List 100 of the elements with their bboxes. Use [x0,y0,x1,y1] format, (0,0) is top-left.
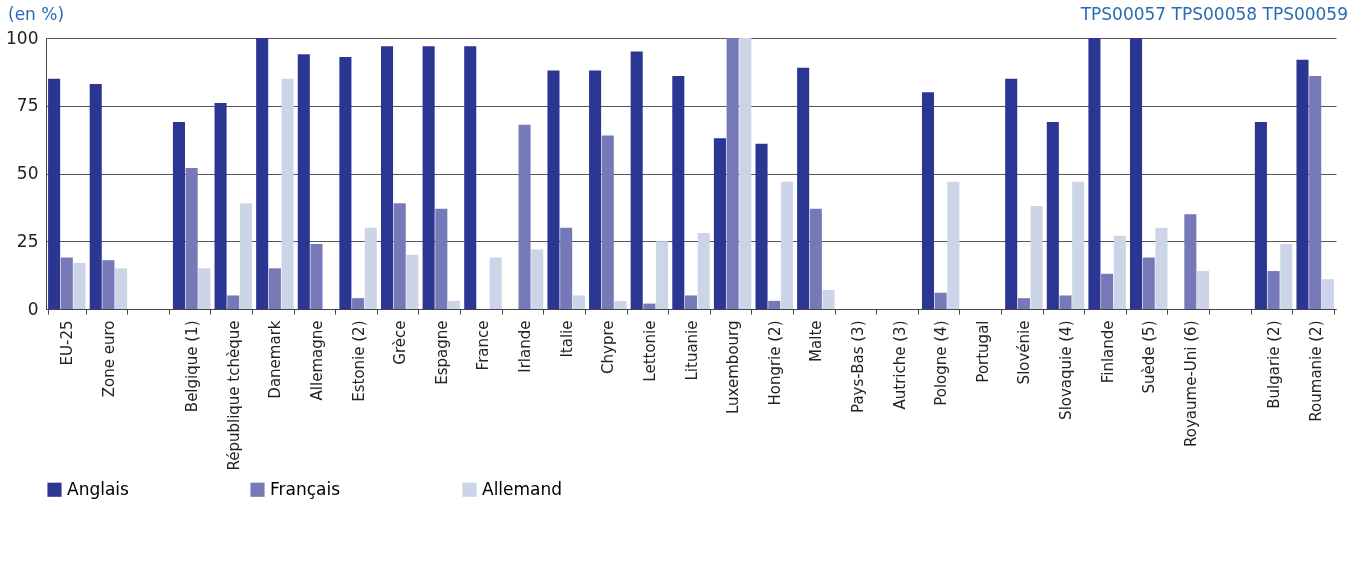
bar [1113,235,1126,309]
bar [380,46,394,309]
bar [73,262,86,309]
legend-label: Allemand [482,478,563,499]
y-tick-label: 25 [16,230,39,251]
bar [797,67,810,309]
x-tick-label: Malte [807,320,826,362]
x-tick-label: Finlande [1098,320,1117,384]
x-tick-label: Slovaquie (4) [1057,320,1076,420]
bar [1309,75,1322,309]
bar [1254,122,1267,309]
bar [1296,59,1309,309]
bar [364,227,377,309]
bar [489,257,502,309]
x-tick-label: Grèce [391,320,410,365]
bar [227,295,240,309]
bar [1155,227,1168,309]
bar [755,143,768,309]
x-tick-label: Allemagne [307,320,326,401]
bar [268,268,281,309]
bar [547,70,560,309]
x-tick-label: Belgique (1) [183,320,202,413]
text: TPS00057 TPS00058 TPS00059 [1080,4,1348,24]
y-axis-title: (en %) [8,4,65,24]
y-tick-label: 75 [16,95,39,116]
bar [614,300,627,309]
x-tick-label: Slovénie [1015,320,1034,385]
x-tick-label: Bulgarie (2) [1265,320,1284,409]
bar [630,51,643,309]
bar [656,241,669,309]
bar [89,84,102,309]
x-tick-label: Pays-Bas (3) [848,320,867,413]
bar [422,46,435,309]
bar [352,298,365,309]
bar [1046,122,1059,309]
bar [185,168,198,309]
bar [256,38,269,309]
x-tick-label: Hongrie (2) [765,320,784,406]
bar [1072,181,1085,309]
x-tick-label: Suède (5) [1140,320,1159,394]
bar [947,181,960,309]
bar [739,38,752,309]
x-tick-label: République tchèque [224,320,243,471]
bar [572,295,585,309]
bar [102,260,115,309]
legend-label: Français [270,478,341,499]
x-tick-label: Irlande [516,320,535,373]
x-tick-label: EU-25 [58,320,77,366]
bar [822,290,835,309]
x-tick-label: Autriche (3) [890,320,909,410]
bar [393,203,406,309]
bar [809,208,822,309]
x-tick-label: Portugal [973,320,992,383]
bar [1017,298,1030,309]
bar [447,300,461,309]
bar [239,203,252,309]
bar [1005,78,1018,309]
bar [589,70,602,309]
bar [1130,38,1143,309]
x-tick-label: Roumanie (2) [1306,320,1325,422]
bar [297,54,310,309]
x-tick-label: Lettonie [640,320,659,382]
x-tick-label: Espagne [432,320,451,385]
bar [214,103,227,309]
bar [726,38,739,309]
bar [531,249,544,309]
x-tick-label: Estonie (2) [349,320,368,402]
bar [934,292,947,309]
bar [921,92,935,309]
x-tick-label: Pologne (4) [932,320,951,406]
bar [406,254,419,309]
x-tick-label: Zone euro [99,320,118,398]
bar [1088,38,1101,309]
bar [672,75,685,309]
bar [1197,271,1210,309]
bar [560,227,573,309]
bar [1101,273,1114,309]
bar [697,233,710,309]
bar [1184,214,1197,309]
x-tick-label: Lituanie [682,320,701,381]
x-tick-label: Royaume-Uni (6) [1181,320,1200,447]
bar [60,257,73,309]
bar [1267,271,1280,309]
bar [518,124,531,309]
bar [768,300,781,309]
legend-label: Anglais [67,478,130,499]
bar [281,78,294,309]
bar [435,208,448,309]
bar [339,56,352,309]
y-tick-label: 50 [16,163,39,183]
bar [115,268,128,309]
x-tick-label: Danemark [266,320,285,399]
y-tick-label: 100 [6,27,39,48]
bar [1280,243,1293,309]
bar [48,78,61,309]
bar [464,46,477,309]
y-tick-label: 0 [27,298,39,319]
bar [1142,257,1155,309]
bar [1059,295,1072,309]
bar [780,181,793,309]
